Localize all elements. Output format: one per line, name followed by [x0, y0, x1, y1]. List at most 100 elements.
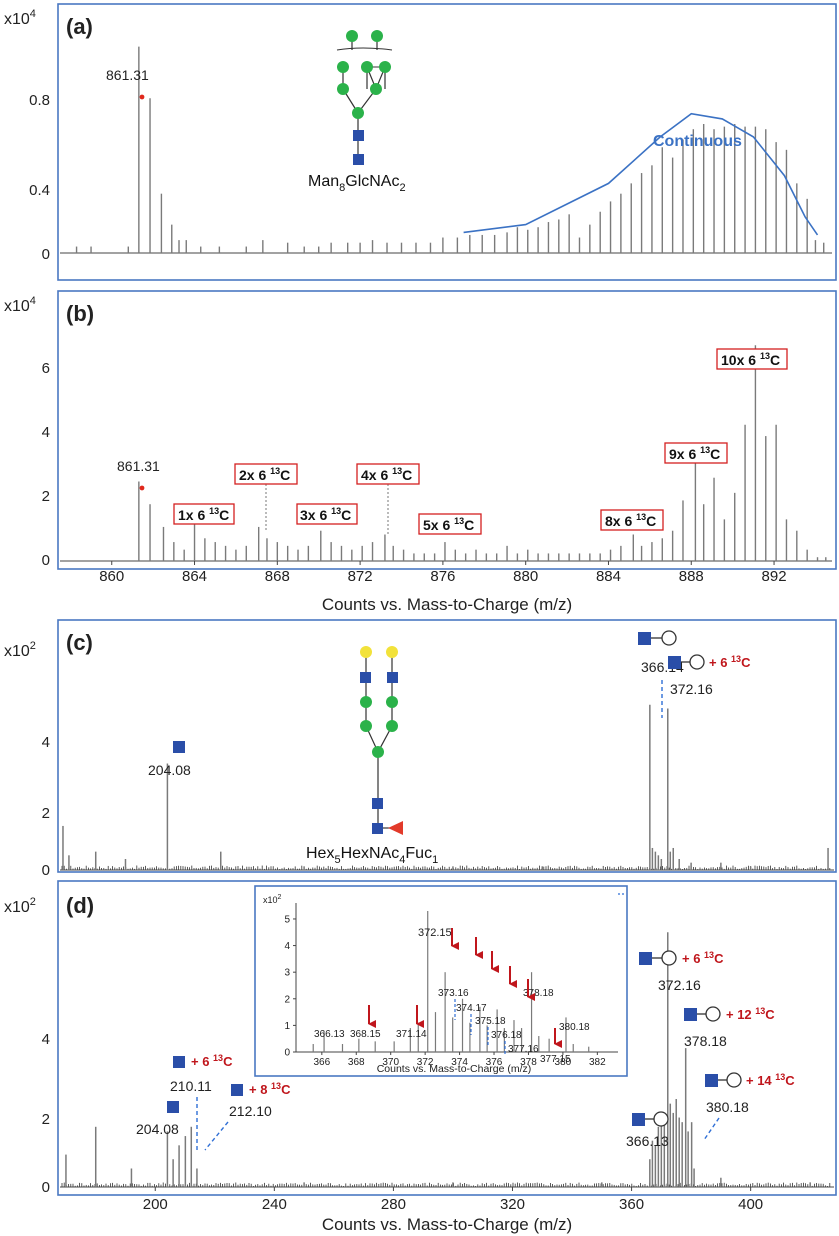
- panel-b-label: (b): [66, 301, 94, 326]
- glycan-hex5hexnac4fuc1-icon: [360, 646, 403, 835]
- panel-b-yticks: 0 2 4 6: [42, 360, 50, 569]
- peak-label-380-18: 380.18: [706, 1099, 749, 1115]
- inset-y-tick-label: 5: [284, 914, 290, 925]
- panel-c-ytick: 0: [42, 862, 50, 879]
- peak-label-861-31: 861.31: [117, 458, 160, 474]
- inset-frame: [254, 885, 628, 1077]
- isotope-box-8x: 8x 6 13C: [600, 509, 664, 531]
- panel-b-bars: [60, 345, 832, 562]
- glycan-man8glcnac2-icon: [336, 30, 393, 165]
- panel-a-scale: x104: [4, 8, 36, 28]
- svg-text:3x 6 13C: 3x 6 13C: [300, 506, 351, 523]
- panel-c-ytick: 2: [42, 805, 50, 822]
- isotope-box-2x: 2x 6 13C: [234, 463, 298, 485]
- inset-yticks: 0 1 2 3 4 5: [284, 903, 297, 1059]
- peak-label-372-16: 372.16: [670, 681, 713, 697]
- plus-13c-label: + 6 13C: [709, 654, 751, 670]
- panel-b-frame: [57, 290, 837, 570]
- hexnac-hex-fragment-icon: [639, 950, 677, 966]
- inset-x-tick-label: 370: [382, 1057, 399, 1068]
- panel-a-frame: [57, 3, 837, 281]
- panel-c: (c) x102 0 2 4 204.08 366.14 + 6 13C 372…: [4, 619, 837, 879]
- x-tick-label: 240: [262, 1196, 287, 1213]
- panel-a-label: (a): [66, 14, 93, 39]
- panel-d-yticks: 0 2 4: [42, 1031, 50, 1196]
- panel-d-ytick: 4: [42, 1031, 50, 1048]
- x-tick-label: 860: [99, 568, 124, 585]
- panel-c-ytick: 4: [42, 734, 50, 751]
- x-tick-label: 888: [679, 568, 704, 585]
- panel-d-ytick: 0: [42, 1179, 50, 1196]
- inset-x-tick-label: 366: [313, 1057, 330, 1068]
- hexnac-hex-fragment-icon: [638, 630, 677, 646]
- isotope-box-5x: 5x 6 13C: [418, 513, 482, 535]
- x-tick-label: 400: [738, 1196, 763, 1213]
- continuous-envelope-curve: [463, 112, 819, 236]
- peak-label-212-10: 212.10: [229, 1103, 272, 1119]
- inset-y-tick-label: 4: [284, 941, 290, 952]
- continuous-label: Continuous: [653, 133, 742, 150]
- hexnac-square-icon: [231, 1084, 243, 1096]
- panel-d-label: (d): [66, 893, 94, 918]
- inset-y-tick-label: 1: [284, 1021, 290, 1032]
- inset-bars: [296, 910, 618, 1053]
- x-tick-label: 880: [513, 568, 538, 585]
- panel-d: (d) x102 0 2 4 200 240 280 3 2 0 360 400 Counts…: [4, 880, 837, 1234]
- inset-peak-label: 372.15: [418, 927, 452, 939]
- hexnac-square-icon: [173, 741, 185, 753]
- isotope-box-4x: 4x 6 13C: [356, 463, 420, 485]
- dashed-link: [204, 1121, 229, 1151]
- inset-xticks: 366 368 370 372 374 376 378 380 382: [313, 1052, 606, 1068]
- plus-13c-label: + 6 13C: [191, 1053, 233, 1069]
- peak-marker-red-dot: [139, 94, 145, 100]
- isotope-box-3x: 3x 6 13C: [296, 503, 358, 525]
- peak-label-861-31: 861.31: [106, 67, 149, 83]
- inset-y-tick-label: 0: [284, 1048, 290, 1059]
- panel-d-xlabel: Counts vs. Mass-to-Charge (m/z): [322, 1215, 572, 1234]
- glycan-label-hex5hexnac4fuc1: Hex5HexNAc4Fuc1: [306, 845, 438, 866]
- panel-a-ytick: 0.8: [29, 92, 50, 109]
- hexnac-square-icon: [173, 1056, 185, 1068]
- plus-13c-label: + 14 13C: [746, 1072, 795, 1088]
- inset-peak-label: 376.18: [491, 1030, 522, 1041]
- x-tick-label: 360: [619, 1196, 644, 1213]
- isotope-box-1x: 1x 6 13C: [173, 503, 235, 525]
- isotope-box-10x: 10x 6 13C: [716, 348, 788, 370]
- inset-scale: x102: [263, 894, 282, 905]
- x-tick-label: 864: [182, 568, 207, 585]
- panel-c-label: (c): [66, 630, 93, 655]
- x-tick-label: 868: [265, 568, 290, 585]
- x-tick-label: 872: [348, 568, 373, 585]
- panel-c-bars: [60, 704, 834, 871]
- svg-text:2x 6 13C: 2x 6 13C: [239, 466, 290, 483]
- plus-13c-label: + 8 13C: [249, 1081, 291, 1097]
- inset-peak-label: 374.17: [456, 1003, 487, 1014]
- panel-c-frame: [57, 619, 837, 873]
- panel-a-ytick: 0: [42, 246, 50, 263]
- panel-d-ytick: 2: [42, 1111, 50, 1128]
- inset-peak-label: 371.14: [396, 1029, 427, 1040]
- panel-d-scale: x102: [4, 896, 36, 916]
- x-tick-label: 280: [381, 1196, 406, 1213]
- inset-x-tick-label: 382: [589, 1057, 606, 1068]
- peak-marker-red-dot: [139, 485, 145, 491]
- svg-text:8x 6 13C: 8x 6 13C: [605, 512, 656, 529]
- x-tick-label: 200: [143, 1196, 168, 1213]
- svg-text:1x 6 13C: 1x 6 13C: [178, 506, 229, 523]
- svg-text:9x 6 13C: 9x 6 13C: [669, 445, 720, 462]
- svg-text:5x 6 13C: 5x 6 13C: [423, 516, 474, 533]
- peak-label-366-13: 366.13: [626, 1133, 669, 1149]
- svg-text:10x 6 13C: 10x 6 13C: [721, 351, 780, 368]
- x-tick-label: 876: [430, 568, 455, 585]
- inset-y-tick-label: 3: [284, 968, 290, 979]
- panel-b-ytick: 6: [42, 360, 50, 377]
- panel-a-bars: [60, 46, 832, 254]
- svg-text:4x 6 13C: 4x 6 13C: [361, 466, 412, 483]
- inset-dashed-links: [454, 999, 506, 1055]
- peak-label-204-08: 204.08: [148, 762, 191, 778]
- peak-label-204-08: 204.08: [136, 1121, 179, 1137]
- peak-label-372-16: 372.16: [658, 977, 701, 993]
- hexnac-hex-fragment-icon: [705, 1072, 742, 1088]
